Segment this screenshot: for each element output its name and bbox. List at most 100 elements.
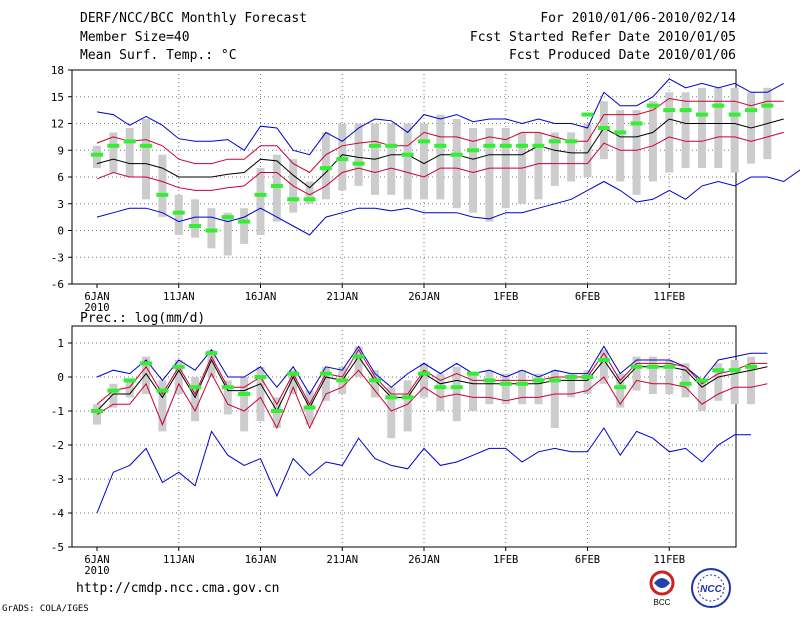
panel-1: -6 -3 0 3 6 9 12 15 18 6JAN 11JAN 16JAN 21JAN 26JAN 1F… (51, 64, 800, 314)
panel-2-observed-bar (679, 381, 692, 386)
panel-1-xtick-label: 21JAN (326, 291, 358, 303)
panel-2-observed-bar (189, 385, 202, 390)
panel-2-ytick-label: -1 (51, 405, 64, 418)
panel-1-min-line (96, 169, 800, 236)
fcst-produced: Fcst Produced Date 2010/01/06 (509, 48, 736, 63)
panel-2-observed-bar (614, 385, 627, 390)
panel-1-observed-bar (679, 108, 692, 113)
panel-2-range-box (93, 404, 101, 425)
website-url[interactable]: http://cmdp.ncc.cma.gov.cn (76, 581, 280, 596)
panel-2-ytick-label: -5 (51, 541, 64, 554)
panel-1-range-box (158, 154, 167, 218)
panel-1-range-box (567, 132, 576, 182)
panel-1-range-box (321, 132, 330, 200)
variable-label: Mean Surf. Temp.: °C (80, 48, 237, 63)
panel-1-observed-bar (450, 152, 463, 157)
panel-1-observed-bar (695, 112, 708, 117)
panel-2-range-box (550, 370, 559, 428)
panel-1-observed-bar (745, 108, 757, 113)
panel-2-range-box (207, 349, 216, 377)
panel-1-range-box (240, 208, 249, 244)
panel-1-observed-bar (368, 143, 381, 148)
precip-variable-label: Prec.: log(mm/d) (80, 311, 205, 326)
panel-2-range-box (583, 370, 592, 394)
panel-1-observed-bar (205, 228, 218, 233)
panel-2-observed-bar (532, 378, 545, 383)
panel-1-range-box (191, 199, 200, 238)
panel-2-min-line (96, 427, 751, 514)
panel-1-xtick-label: 6FEB (575, 291, 600, 303)
panel-2-observed-bar (303, 405, 316, 410)
panel-1-range-box (420, 123, 428, 200)
panel-1-observed-bar (123, 139, 136, 144)
panel-2-observed-bar (630, 364, 643, 369)
panel-2-range-box (321, 366, 330, 401)
panel-1-observed-bar (548, 139, 561, 144)
panel-2-observed-bar (516, 381, 529, 386)
panel-1-observed-bar (189, 224, 202, 229)
panel-2-range-box (370, 370, 379, 398)
panel-2-range-box (665, 360, 674, 394)
grads-credit: GrADS: COLA/IGES (2, 604, 89, 614)
panel-2-observed-bar (238, 392, 251, 396)
panel-2-year-label: 2010 (84, 565, 109, 577)
panel-2-range-box (420, 363, 428, 398)
panel-2-observed-bar (319, 371, 332, 376)
panel-2-range-box (354, 346, 363, 377)
panel-2-ytick-label: 1 (57, 337, 64, 350)
panel-2-range-box (289, 370, 298, 394)
panel-1-range-box (714, 87, 723, 169)
panel-2-range-box (142, 356, 151, 394)
panel-1-observed-bar (761, 103, 774, 108)
panel-1-observed-bar (107, 143, 120, 148)
panel-2-observed-bar (107, 388, 120, 393)
panel-1-observed-bar (221, 215, 234, 220)
panel-2-range-box (109, 383, 118, 408)
panel-1-observed-bar (434, 143, 447, 148)
panel-2-observed-bar (140, 361, 153, 366)
panel-1-range-box (256, 168, 265, 235)
panel-1-observed-bar (516, 143, 529, 148)
panel-1-range-box (665, 92, 674, 173)
panel-1-xtick-label: 1FEB (493, 291, 518, 303)
panel-2-observed-bar (663, 364, 676, 369)
panel-1-max-line (96, 78, 784, 156)
panel-1-observed-bar (254, 192, 267, 197)
panel-1-observed-bar (303, 197, 316, 202)
panel-1-range-box (223, 212, 232, 256)
panel-2-observed-bar (695, 378, 708, 383)
panel-2-observed-bar (156, 388, 169, 393)
panel-2-range-box (616, 373, 625, 408)
panel-1-range-box (485, 127, 494, 222)
panel-2-observed-bar (548, 378, 561, 383)
panel-1-ytick-label: 18 (51, 64, 64, 77)
panel-2-xtick-label: 11FEB (653, 554, 685, 566)
panel-1-observed-bar (614, 130, 627, 135)
panel-1-range-box (697, 87, 706, 169)
panel-1-observed-bar (172, 210, 185, 215)
panel-1-observed-bar (91, 152, 103, 157)
panel-1-range-box (109, 132, 118, 173)
panel-1-ytick-label: 12 (51, 118, 64, 131)
panel-1-ytick-label: -6 (51, 278, 64, 291)
panel-1-observed-bar (565, 139, 578, 144)
panel-1-range-box (469, 127, 478, 213)
panel-2-xtick-label: 11JAN (163, 554, 195, 566)
panel-1-xtick-label: 11FEB (653, 291, 685, 303)
panel-2-ytick-label: 0 (57, 371, 64, 384)
panel-2-range-box (485, 370, 494, 405)
panel-1-range-box (403, 123, 412, 200)
panel-2-observed-bar (565, 375, 578, 379)
panel-2-range-box (403, 380, 412, 432)
panel-2-xtick-label: 6JAN (84, 554, 109, 566)
panel-2-range-box (256, 366, 265, 422)
panel-2-observed-bar (172, 364, 185, 369)
panel-2-observed-bar (254, 375, 267, 379)
panel-1-range-box (354, 123, 363, 186)
panel-2-observed-bar (270, 409, 283, 413)
panel-1-observed-bar (499, 143, 512, 148)
panel-2-range-box (747, 356, 755, 405)
panel-2-observed-bar (221, 385, 234, 390)
panel-2-xtick-label: 1FEB (493, 554, 518, 566)
panel-2-observed-bar (745, 364, 757, 369)
